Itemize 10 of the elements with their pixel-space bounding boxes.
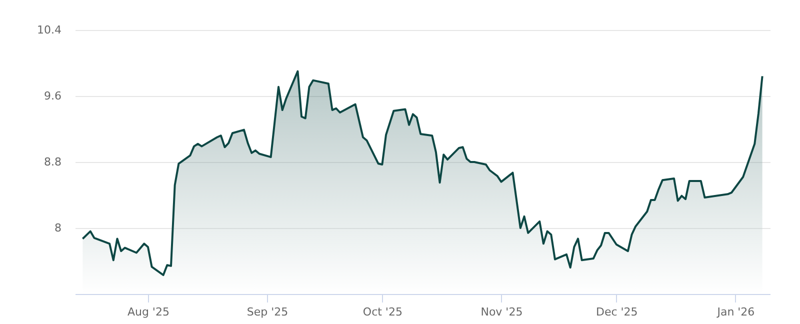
x-tick-label: Jan '26 [716, 306, 755, 318]
x-tick-label: Nov '25 [480, 306, 523, 318]
y-tick-label: 8.8 [44, 156, 62, 168]
y-tick-label: 10.4 [37, 24, 62, 36]
x-tick-label: Sep '25 [246, 306, 288, 318]
y-tick-label: 8 [54, 222, 62, 234]
x-tick-label: Aug '25 [127, 306, 170, 318]
x-tick-label: Oct '25 [362, 306, 402, 318]
y-tick-label: 9.6 [44, 90, 62, 102]
x-tick-label: Dec '25 [596, 306, 638, 318]
